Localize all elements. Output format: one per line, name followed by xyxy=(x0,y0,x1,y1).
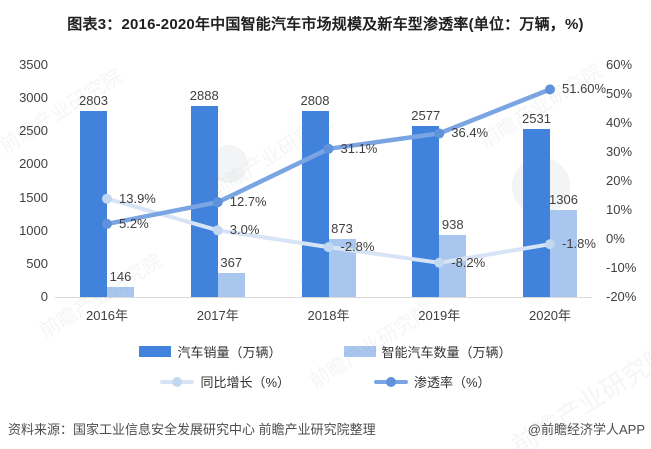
y-axis-tick-right: 20% xyxy=(606,173,633,188)
source-note: 资料来源：国家工业信息安全发展研究中心 前瞻产业研究院整理 xyxy=(8,422,376,437)
y-axis-tick-right: 0% xyxy=(606,231,625,246)
legend-item-yoy-growth: 同比增长（%） xyxy=(160,372,290,391)
line-value-label: 13.9% xyxy=(119,190,156,206)
x-axis-line xyxy=(55,297,592,298)
bar-value-label: 2888 xyxy=(189,87,219,103)
legend-label-auto-sales: 汽车销量（万辆） xyxy=(177,345,282,360)
bar-smart-cars xyxy=(217,272,245,297)
y-axis-tick-right: 40% xyxy=(606,115,633,130)
y-axis-tick-right: 50% xyxy=(606,86,633,101)
credit-note: @前瞻经济学人APP xyxy=(527,422,645,437)
y-axis-tick-left: 3000 xyxy=(19,90,48,106)
y-axis-tick-right: 10% xyxy=(606,202,633,217)
y-axis-tick-left: 0 xyxy=(40,289,48,304)
bar-value-label: 2577 xyxy=(411,108,441,124)
y-axis-tick-left: 2500 xyxy=(19,123,48,139)
y-axis-tick-left: 500 xyxy=(26,255,48,271)
x-axis-label: 2017年 xyxy=(196,308,239,323)
y-axis-tick-right: -10% xyxy=(606,260,637,275)
line-value-label: 31.1% xyxy=(340,140,378,156)
bar-value-label: 873 xyxy=(331,221,353,237)
line-marker xyxy=(545,84,555,95)
legend-label-penetration: 渗透率（%） xyxy=(414,375,491,390)
bar-value-label: 146 xyxy=(109,269,132,285)
x-axis-label: 2016年 xyxy=(86,308,128,323)
bar-smart-cars xyxy=(107,287,134,297)
y-axis-tick-right: 60% xyxy=(606,57,633,72)
line-value-label: 3.0% xyxy=(229,222,260,238)
line-value-label: 51.60% xyxy=(562,81,607,97)
bar-auto-sales xyxy=(301,110,329,297)
bar-value-label: 938 xyxy=(441,216,464,232)
bar-value-label: 367 xyxy=(220,254,243,270)
line-value-label: -2.8% xyxy=(340,239,375,255)
line-value-label: -8.2% xyxy=(451,254,486,270)
legend-item-smart-cars: 智能汽车数量（万辆） xyxy=(343,342,512,361)
legend-row-2: 同比增长（%） 渗透率（%） xyxy=(0,372,651,391)
smart-cars-swatch-icon xyxy=(343,346,376,357)
legend-row-1: 汽车销量（万辆） 智能汽车数量（万辆） xyxy=(0,342,651,361)
y-axis-tick-left: 3500 xyxy=(19,57,48,72)
x-axis-label: 2018年 xyxy=(307,308,350,323)
legend-item-auto-sales: 汽车销量（万辆） xyxy=(139,342,282,361)
penetration-line xyxy=(104,87,553,227)
x-axis-label: 2020年 xyxy=(529,308,571,323)
line-value-label: 5.2% xyxy=(119,215,149,231)
legend-label-smart-cars: 智能汽车数量（万辆） xyxy=(381,345,512,360)
y-axis-tick-right: 30% xyxy=(606,144,633,159)
y-axis-tick-left: 1000 xyxy=(19,222,48,238)
line-value-label: 36.4% xyxy=(451,125,489,141)
penetration-swatch-icon xyxy=(374,376,408,387)
y-axis-tick-left: 2000 xyxy=(19,156,48,172)
bar-smart-cars xyxy=(550,210,577,297)
line-value-label: 12.7% xyxy=(229,194,267,210)
x-axis-label: 2019年 xyxy=(418,308,461,323)
bar-value-label: 2808 xyxy=(300,92,330,108)
line-value-label: -1.8% xyxy=(562,236,596,252)
legend-label-yoy-growth: 同比增长（%） xyxy=(200,375,290,390)
watermark-text: 前瞻产业研究院 xyxy=(0,65,127,159)
bar-value-label: 2531 xyxy=(522,111,551,127)
bar-value-label: 1306 xyxy=(549,192,578,208)
yoy-growth-swatch-icon xyxy=(160,376,195,387)
auto-sales-swatch-icon xyxy=(139,346,172,357)
legend-item-penetration: 渗透率（%） xyxy=(374,372,491,391)
y-axis-tick-left: 1500 xyxy=(19,189,48,205)
chart-title: 图表3：2016-2020年中国智能汽车市场规模及新车型渗透率(单位：万辆，%) xyxy=(67,16,584,33)
bar-auto-sales xyxy=(523,129,550,297)
bar-value-label: 2803 xyxy=(79,93,108,109)
y-axis-tick-right: -20% xyxy=(606,289,637,304)
bar-auto-sales xyxy=(80,111,107,297)
bar-auto-sales xyxy=(412,126,440,297)
